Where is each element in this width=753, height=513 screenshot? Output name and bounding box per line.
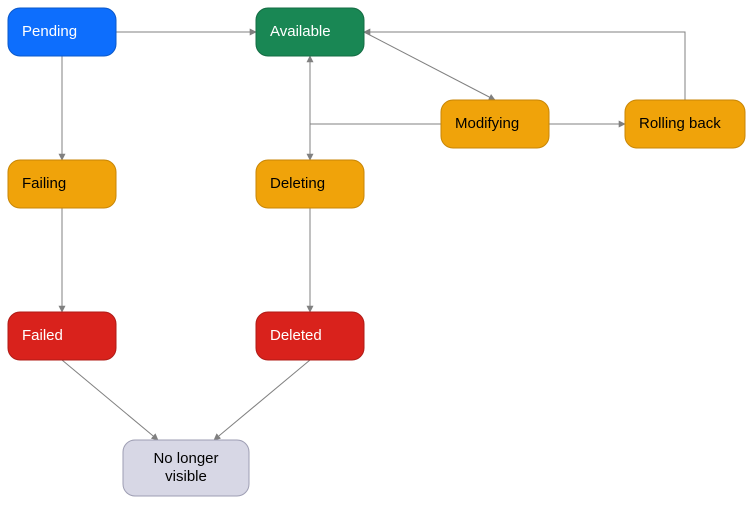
state-diagram: Pending Available Failing Deleting Modifying… bbox=[0, 0, 753, 513]
node-label-nolonger: visible bbox=[165, 468, 207, 485]
node-label-failed: Failed bbox=[22, 327, 63, 344]
node-pending: Pending bbox=[8, 8, 116, 56]
node-failing: Failing bbox=[8, 160, 116, 208]
edge-available-modifying bbox=[364, 32, 495, 100]
node-rollingback: Rolling back bbox=[625, 100, 745, 148]
node-label-rollingback: Rolling back bbox=[639, 115, 721, 132]
node-label-deleting: Deleting bbox=[270, 175, 325, 192]
node-deleting: Deleting bbox=[256, 160, 364, 208]
nodes-layer: Pending Available Failing Deleting Modifying… bbox=[8, 8, 745, 496]
node-failed: Failed bbox=[8, 312, 116, 360]
edge-modifying-available bbox=[310, 56, 441, 124]
node-label-available: Available bbox=[270, 23, 331, 40]
edge-deleted-nolonger bbox=[214, 360, 310, 440]
node-label-deleted: Deleted bbox=[270, 327, 322, 344]
node-modifying: Modifying bbox=[441, 100, 549, 148]
node-label-modifying: Modifying bbox=[455, 115, 519, 132]
node-label-nolonger: No longer bbox=[153, 450, 218, 467]
node-nolonger: No longervisible bbox=[123, 440, 249, 496]
node-label-failing: Failing bbox=[22, 175, 66, 192]
edges-layer bbox=[62, 32, 685, 440]
node-deleted: Deleted bbox=[256, 312, 364, 360]
node-available: Available bbox=[256, 8, 364, 56]
edge-failed-nolonger bbox=[62, 360, 158, 440]
edge-rollingback-available bbox=[364, 32, 685, 100]
node-label-pending: Pending bbox=[22, 23, 77, 40]
